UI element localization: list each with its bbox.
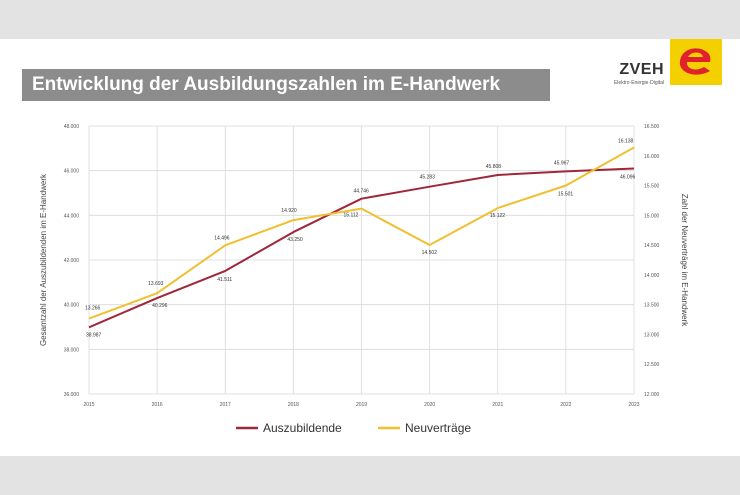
data-label: 13.266 xyxy=(85,306,101,312)
y-tick-left: 46.000 xyxy=(64,169,80,175)
series-line-auszubildende xyxy=(88,167,635,329)
y-tick-left: 40.000 xyxy=(64,303,80,309)
data-label: 14.496 xyxy=(214,235,230,241)
data-label: 44.746 xyxy=(354,189,370,195)
x-tick: 2016 xyxy=(152,402,163,408)
data-label: 38.987 xyxy=(86,332,102,338)
data-label: 14.502 xyxy=(422,250,438,256)
y-tick-right: 12.500 xyxy=(644,362,660,368)
y-tick-right: 14.500 xyxy=(644,243,660,249)
y-tick-right: 13.500 xyxy=(644,303,660,309)
x-tick: 2015 xyxy=(83,402,94,408)
data-label: 13.693 xyxy=(148,281,164,287)
y-tick-right: 15.000 xyxy=(644,213,660,219)
data-label: 43.250 xyxy=(287,237,303,243)
data-label: 41.511 xyxy=(217,277,232,283)
x-tick: 2019 xyxy=(356,402,367,408)
y-tick-left: 36.000 xyxy=(64,392,80,398)
y-tick-right: 16.500 xyxy=(644,124,660,130)
data-label: 40.296 xyxy=(152,303,168,309)
chart-title: Entwicklung der Ausbildungszahlen im E-H… xyxy=(22,69,550,101)
data-label: 46.096 xyxy=(620,175,636,181)
y-tick-left: 44.000 xyxy=(64,213,80,219)
y-tick-left: 42.000 xyxy=(64,258,80,264)
data-label: 45.967 xyxy=(554,160,570,166)
y-tick-right: 13.000 xyxy=(644,332,660,338)
data-label: 15.122 xyxy=(490,213,506,219)
series-lines xyxy=(88,146,635,329)
legend: Auszubildende Neuverträge xyxy=(236,421,471,435)
zveh-logo-icon xyxy=(670,39,722,85)
y-axis-title-right: Zahl der Neuverträge im E-Handwerk xyxy=(680,194,689,327)
logo-name: ZVEH xyxy=(619,61,664,78)
data-label: 15.112 xyxy=(344,213,359,219)
x-tick: 2023 xyxy=(628,402,639,408)
x-tick: 2020 xyxy=(424,402,435,408)
data-label: 45.283 xyxy=(420,175,436,181)
grid-lines xyxy=(88,125,635,395)
y-tick-left: 38.000 xyxy=(64,347,80,353)
axes: 36.000 38.000 40.000 42.000 44.000 46.000 48.0… xyxy=(64,124,660,408)
y-tick-right: 12.000 xyxy=(644,392,660,398)
y-axis-title-left: Gesamtzahl der Auszubildenden im E-Handw… xyxy=(39,173,48,346)
data-labels: 38.987 40.296 41.511 43.250 44.746 45.283 45.8… xyxy=(85,139,636,339)
logo-text: ZVEH Elektro·Energie·Digital xyxy=(580,61,664,86)
data-label: 15.501 xyxy=(558,191,574,197)
y-tick-left: 48.000 xyxy=(64,124,80,130)
y-tick-right: 15.500 xyxy=(644,184,660,190)
x-tick: 2018 xyxy=(288,402,299,408)
y-tick-right: 16.000 xyxy=(644,154,660,160)
series-line-neuvertraege xyxy=(88,146,635,320)
logo-tagline: Elektro·Energie·Digital xyxy=(613,80,664,86)
data-label: 16.138 xyxy=(618,139,634,145)
x-tick: 2022 xyxy=(560,402,571,408)
legend-label: Auszubildende xyxy=(263,421,342,435)
line-chart: 36.000 38.000 40.000 42.000 44.000 46.000 48.0… xyxy=(39,124,689,435)
slide: Entwicklung der Ausbildungszahlen im E-H… xyxy=(0,39,740,456)
legend-label: Neuverträge xyxy=(405,421,471,435)
y-tick-right: 14.000 xyxy=(644,273,660,279)
data-label: 14.920 xyxy=(281,208,297,214)
x-tick: 2021 xyxy=(492,402,503,408)
data-label: 45.808 xyxy=(486,164,502,170)
x-tick: 2017 xyxy=(220,402,231,408)
